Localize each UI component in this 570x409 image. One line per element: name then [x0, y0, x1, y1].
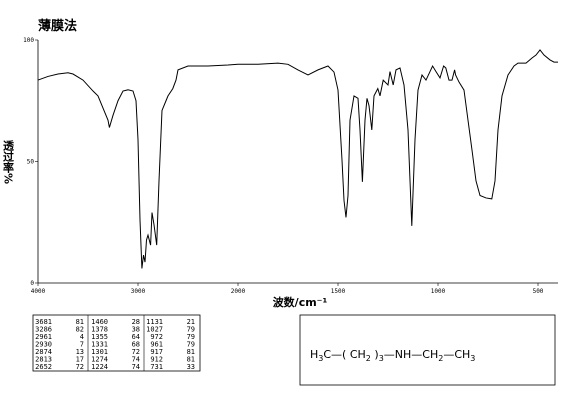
x-tick-label: 2000 — [231, 288, 246, 295]
peak-wavenumber: 912 — [150, 356, 163, 364]
peak-wavenumber: 731 — [150, 363, 163, 371]
peak-intensity: 4 — [80, 333, 84, 341]
formula-subscript: 2 — [366, 354, 371, 363]
peak-intensity: 64 — [132, 333, 140, 341]
peak-intensity: 13 — [76, 348, 84, 356]
peak-wavenumber: 1224 — [91, 363, 108, 371]
peak-wavenumber: 2930 — [35, 341, 52, 349]
peak-wavenumber: 2874 — [35, 348, 52, 356]
peak-intensity: 72 — [132, 348, 140, 356]
peak-intensity: 17 — [76, 356, 84, 364]
y-axis-label: 透过率% — [2, 140, 15, 184]
peak-wavenumber: 961 — [150, 341, 163, 349]
chart-title: 薄膜法 — [38, 18, 77, 34]
peak-intensity: 79 — [187, 333, 195, 341]
peak-intensity: 79 — [187, 326, 195, 334]
peak-intensity: 68 — [132, 341, 140, 349]
peak-intensity: 74 — [132, 363, 140, 371]
peak-wavenumber: 972 — [150, 333, 163, 341]
peak-intensity: 28 — [132, 318, 140, 326]
peak-wavenumber: 1131 — [146, 318, 163, 326]
peak-wavenumber: 3681 — [35, 318, 52, 326]
peak-intensity: 21 — [187, 318, 195, 326]
formula-subscript: 2 — [438, 354, 443, 363]
peak-table-frame — [32, 314, 201, 372]
formula-part: ) — [371, 348, 379, 361]
formula-subscript: 3 — [318, 354, 323, 363]
x-axis-label: 波数/cm⁻¹ — [273, 295, 328, 309]
peak-wavenumber: 1331 — [91, 341, 108, 349]
x-tick-label: 4000 — [31, 288, 46, 295]
peak-intensity: 81 — [76, 318, 84, 326]
y-tick-label: 50 — [27, 159, 35, 166]
peak-intensity: 81 — [187, 356, 195, 364]
peak-intensity: 79 — [187, 341, 195, 349]
x-tick-label: 1500 — [331, 288, 346, 295]
formula-part: —NH—CH — [384, 348, 438, 361]
formula-subscript: 3 — [470, 354, 475, 363]
formula-subscript: 3 — [379, 354, 384, 363]
formula-part: C—( CH — [323, 348, 365, 361]
y-tick-label: 0 — [30, 280, 34, 287]
x-tick-label: 1000 — [431, 288, 446, 295]
peak-intensity: 72 — [76, 363, 84, 371]
peak-intensity: 33 — [187, 363, 195, 371]
y-tick-label: 100 — [23, 37, 34, 44]
peak-wavenumber: 1301 — [91, 348, 108, 356]
peak-intensity: 7 — [80, 341, 84, 349]
formula-frame — [299, 314, 556, 386]
x-tick-label: 3000 — [131, 288, 146, 295]
peak-intensity: 74 — [132, 356, 140, 364]
peak-wavenumber: 2961 — [35, 333, 52, 341]
peak-intensity: 82 — [76, 326, 84, 334]
peak-wavenumber: 1378 — [91, 326, 108, 334]
peak-intensity: 81 — [187, 348, 195, 356]
peak-wavenumber: 1355 — [91, 333, 108, 341]
formula: H3C—( CH2 )3—NH—CH2—CH3 — [310, 348, 475, 363]
x-tick-label: 500 — [533, 288, 544, 295]
peak-wavenumber: 2652 — [35, 363, 52, 371]
spectrum-line — [37, 49, 558, 269]
peak-wavenumber: 1027 — [146, 326, 163, 334]
peak-wavenumber: 917 — [150, 348, 163, 356]
peak-wavenumber: 1460 — [91, 318, 108, 326]
peak-wavenumber: 1274 — [91, 356, 108, 364]
formula-part: —CH — [443, 348, 470, 361]
peak-intensity: 38 — [132, 326, 140, 334]
peak-wavenumber: 2813 — [35, 356, 52, 364]
formula-part: H — [310, 348, 318, 361]
peak-wavenumber: 3286 — [35, 326, 52, 334]
